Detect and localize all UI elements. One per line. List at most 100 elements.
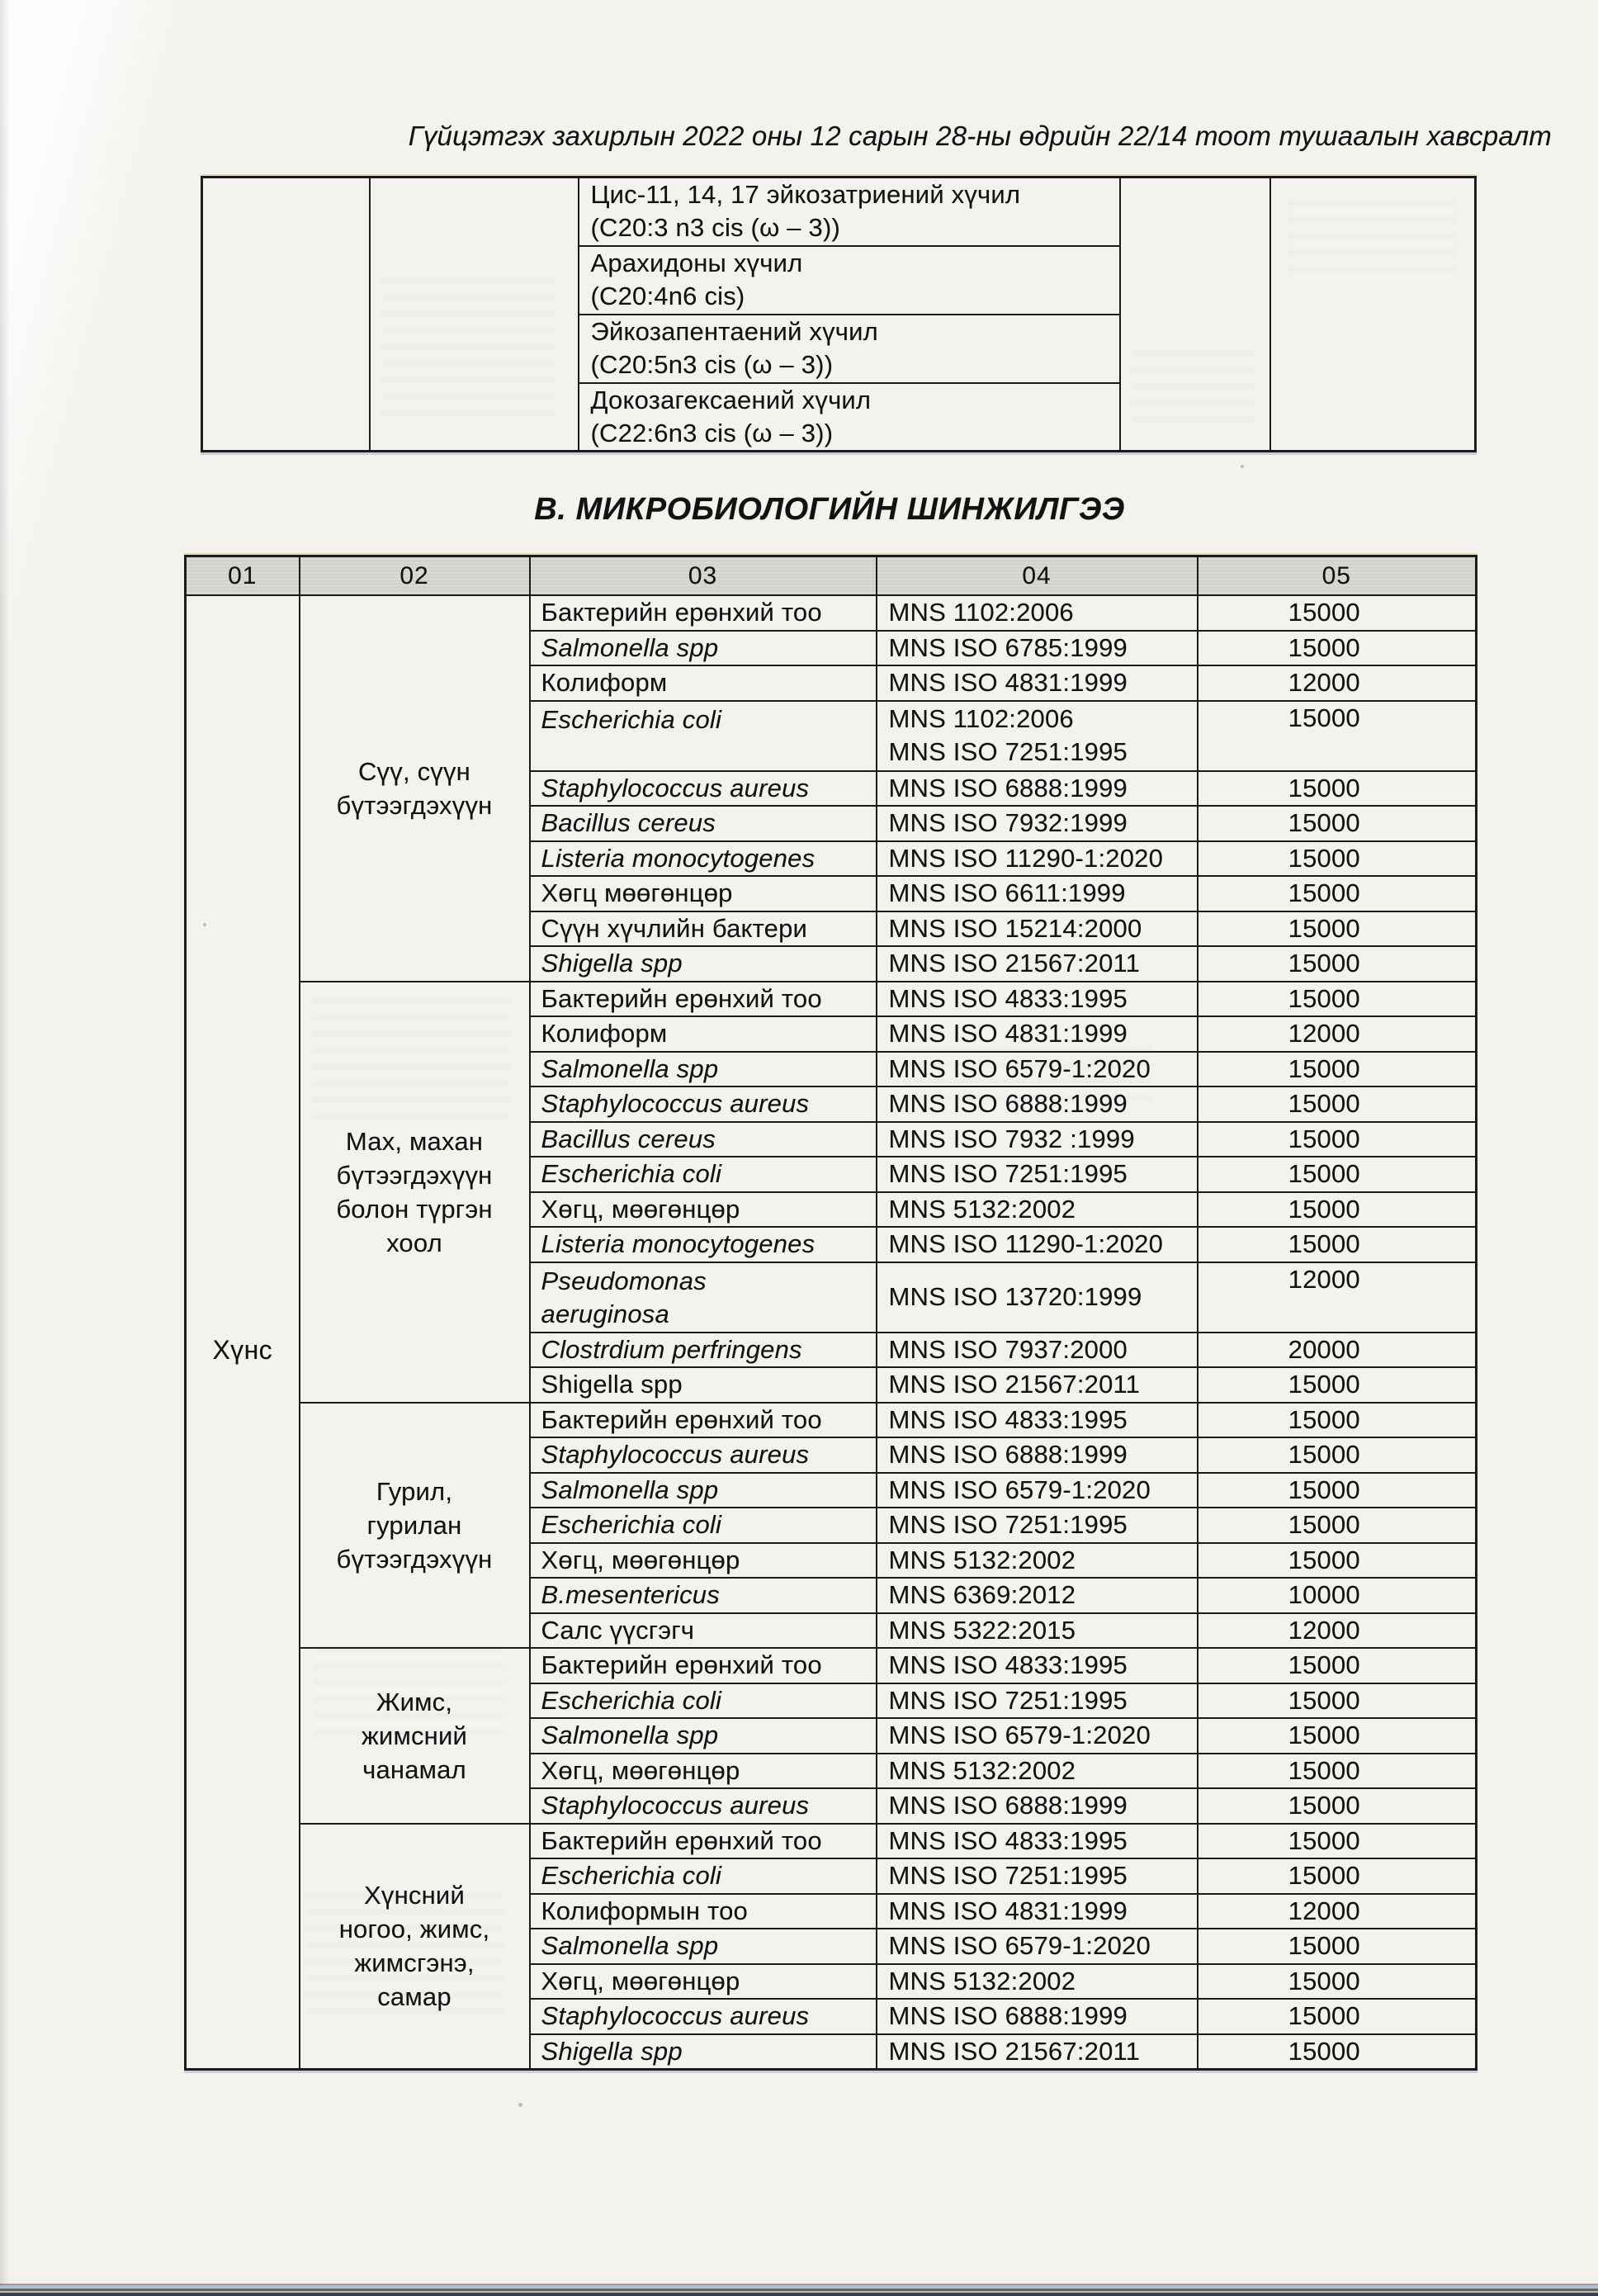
- micro-table-row: Salmonella spp MNS ISO 6579-1:2020 15000: [186, 1717, 1477, 1754]
- microbiology-table: 01 02 03 04 05 Хүнс Сүү, сүүн бүтээгдэхүүн…: [184, 555, 1477, 2071]
- standard-cell: MNS ISO 6888:1999: [875, 1998, 1198, 2035]
- product-group-cell: Хүнсний ногоо, жимс, жимсгэнэ, самар: [298, 1822, 531, 2070]
- category-label: Хүнс: [212, 1335, 273, 1365]
- micro-table-row: Shigella spp MNS ISO 21567:2011 15000: [186, 945, 1477, 982]
- standard-line: MNS ISO 7251:1995: [888, 737, 1128, 766]
- standard-cell: MNS 6369:2012: [875, 1577, 1198, 1614]
- product-group-label-line: бүтээгдэхүүн: [336, 1160, 493, 1190]
- product-group-cell: Сүү, сүүн бүтээгдэхүүн: [298, 594, 531, 982]
- standard-line: MNS ISO 6611:1999: [888, 878, 1126, 908]
- micro-table-row: Listeria monocytogenes MNS ISO 11290-1:20…: [186, 1226, 1477, 1263]
- test-name-cell: Listeria monocytogenes: [528, 1226, 877, 1263]
- test-name-cell: Бактерийн ерөнхий тоо: [528, 1401, 877, 1438]
- fatty-acid-row: Докозагексаений хүчил (C22:6n3 cis (ω – 3…: [202, 381, 1476, 452]
- micro-table-row: Хүнсний ногоо, жимс, жимсгэнэ, самар Бактери…: [186, 1822, 1477, 2070]
- micro-table-row: Clostrdium perfringens MNS ISO 7937:2000 2…: [186, 1331, 1477, 1368]
- standard-line: MNS 5322:2015: [888, 1615, 1076, 1645]
- standard-cell: MNS 5132:2002: [875, 1191, 1198, 1228]
- standard-cell: MNS ISO 6611:1999: [875, 875, 1198, 912]
- col-header-04: 04: [875, 555, 1198, 596]
- standard-cell: MNS ISO 11290-1:2020: [875, 840, 1198, 877]
- standard-cell: MNS ISO 4833:1995: [875, 1822, 1198, 1859]
- test-name-cell: Salmonella spp: [528, 629, 877, 666]
- standard-cell: MNS ISO 15214:2000: [875, 910, 1198, 947]
- test-name-cell: Shigella spp: [528, 2033, 877, 2070]
- test-name-cell: Salmonella spp: [528, 1050, 877, 1087]
- product-group-label-line: бүтээгдэхүүн: [336, 790, 493, 820]
- test-name-cell: Бактерийн ерөнхий тоо: [528, 1647, 877, 1684]
- fatty-acid-text-line: (C20:4n6 cis): [590, 282, 745, 310]
- standard-cell: MNS ISO 7937:2000: [875, 1331, 1198, 1368]
- standard-cell: MNS 5322:2015: [875, 1612, 1198, 1649]
- scanner-edge: [0, 2284, 1598, 2296]
- standard-cell: MNS ISO 6888:1999: [875, 769, 1198, 807]
- product-group-label-line: гурилан: [366, 1510, 462, 1540]
- standard-cell: MNS ISO 13720:1999: [875, 1261, 1198, 1333]
- fatty-col2-empty-cell: [368, 176, 579, 452]
- product-group-label-line: жимсний: [361, 1721, 468, 1750]
- test-name-cell: Pseudomonas aeruginosa: [528, 1261, 877, 1333]
- fee-cell: 15000: [1196, 1120, 1477, 1157]
- test-name-line: Pseudomonas: [541, 1266, 707, 1295]
- fee-cell: 15000: [1196, 1471, 1477, 1508]
- scan-speck: [518, 2103, 522, 2107]
- micro-table-row: Хөгц, мөөгөнцөр MNS 5132:2002 15000: [186, 1541, 1477, 1579]
- test-name-cell: Сүүн хүчлийн бактери: [528, 910, 877, 947]
- micro-table-row: Мах, махан бүтээгдэхүүн болон түргэн хоол Ба…: [186, 980, 1477, 1404]
- fatty-acid-text-line: (C20:5n3 cis (ω – 3)): [590, 350, 834, 379]
- standard-line: MNS ISO 7932 :1999: [888, 1124, 1135, 1153]
- standard-line: MNS ISO 4831:1999: [888, 1896, 1128, 1925]
- standard-line: MNS 1102:2006: [888, 598, 1074, 627]
- fee-cell: 15000: [1196, 1752, 1477, 1789]
- standard-line: MNS 1102:2006: [888, 704, 1074, 733]
- standard-line: MNS ISO 4833:1995: [888, 983, 1128, 1013]
- micro-table-row: Escherichia coli MNS 1102:2006 MNS ISO 725…: [186, 699, 1477, 772]
- standard-line: MNS ISO 4831:1999: [888, 668, 1128, 698]
- standard-line: MNS ISO 6888:1999: [888, 1791, 1128, 1820]
- standard-line: MNS ISO 4833:1995: [888, 1825, 1128, 1855]
- standard-line: MNS ISO 15214:2000: [888, 913, 1142, 943]
- micro-table-row: B.mesentericus MNS 6369:2012 10000: [186, 1577, 1477, 1614]
- test-name-cell: Staphylococcus aureus: [528, 1787, 877, 1825]
- test-name-cell: Бактерийн ерөнхий тоо: [528, 980, 877, 1017]
- micro-table-row: Хөгц, мөөгөнцөр MNS 5132:2002 15000: [186, 1191, 1477, 1228]
- micro-table-row: Хөгц мөөгөнцөр MNS ISO 6611:1999 15000: [186, 875, 1477, 912]
- standard-cell: MNS ISO 7932:1999: [875, 805, 1198, 842]
- test-name-cell: Salmonella spp: [528, 1928, 877, 1965]
- standard-line: MNS ISO 7251:1995: [888, 1510, 1128, 1540]
- micro-table-row: Жимс, жимсний чанамал Бактерийн ерөнхий тоо…: [186, 1647, 1477, 1825]
- fee-cell: 15000: [1196, 1541, 1477, 1579]
- test-name-cell: Bacillus cereus: [528, 1120, 877, 1157]
- product-group-label-line: бүтээгдэхүүн: [336, 1544, 493, 1574]
- fatty-acid-text-line: Цис-11, 14, 17 эйкозатриений хүчил: [590, 180, 1021, 210]
- micro-table-row: Хөгц, мөөгөнцөр MNS 5132:2002 15000: [186, 1752, 1477, 1789]
- micro-header-row: 01 02 03 04 05: [184, 555, 1477, 596]
- fatty-acid-text-line: Эйкозапентаений хүчил: [590, 317, 878, 346]
- test-name-cell: Escherichia coli: [528, 1156, 877, 1193]
- standard-cell: MNS ISO 6785:1999: [875, 629, 1198, 666]
- product-group-label-line: хоол: [386, 1228, 442, 1257]
- micro-table-row: Колиформ MNS ISO 4831:1999 12000: [186, 1015, 1477, 1053]
- fee-cell: 15000: [1196, 1507, 1477, 1544]
- standard-line: MNS ISO 4833:1995: [888, 1404, 1128, 1434]
- standard-cell: MNS ISO 6888:1999: [875, 1437, 1198, 1474]
- micro-table-row: Salmonella spp MNS ISO 6579-1:2020 15000: [186, 1471, 1477, 1508]
- fee-cell: 15000: [1196, 840, 1477, 877]
- test-name-cell: Хөгц мөөгөнцөр: [528, 875, 877, 912]
- fatty-acids-table: Цис-11, 14, 17 эйкозатриений хүчил (C20:3…: [201, 176, 1477, 452]
- micro-table-row: Staphylococcus aureus MNS ISO 6888:1999 15…: [186, 1437, 1477, 1474]
- test-name-cell: Salmonella spp: [528, 1471, 877, 1508]
- product-group-label-line: Жимс,: [376, 1687, 453, 1716]
- fee-cell: 15000: [1196, 805, 1477, 842]
- product-group-label-line: ногоо, жимс,: [338, 1915, 490, 1943]
- fee-cell: 15000: [1196, 910, 1477, 947]
- test-name-cell: Shigella spp: [528, 1366, 877, 1404]
- test-name-cell: Салс үүсгэгч: [528, 1612, 877, 1649]
- test-name-cell: Salmonella spp: [528, 1717, 877, 1754]
- standard-cell: MNS ISO 6579-1:2020: [875, 1717, 1198, 1754]
- test-name-cell: Staphylococcus aureus: [528, 769, 877, 807]
- test-name-cell: Хөгц, мөөгөнцөр: [528, 1541, 877, 1579]
- fee-cell: 15000: [1196, 769, 1477, 807]
- fee-cell: 15000: [1196, 1787, 1477, 1825]
